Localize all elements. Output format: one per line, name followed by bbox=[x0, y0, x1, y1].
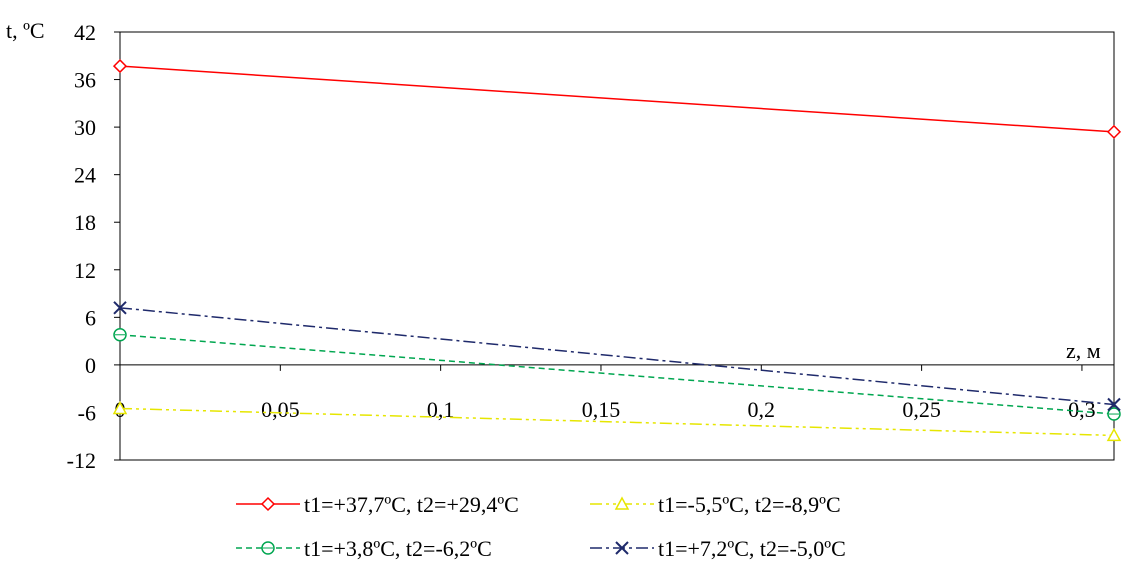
legend-item: t1=+7,2ºC, t2=-5,0ºC bbox=[590, 536, 846, 561]
series-4 bbox=[113, 301, 1121, 412]
y-tick-label: 36 bbox=[74, 68, 96, 93]
legend-item: t1=-5,5ºC, t2=-8,9ºC bbox=[590, 492, 841, 517]
y-axis-ticks: -12 -6 0 6 12 18 24 30 36 42 bbox=[67, 20, 120, 473]
y-tick-label: 6 bbox=[85, 305, 96, 330]
series-line bbox=[119, 334, 1115, 415]
y-tick-label: 42 bbox=[74, 20, 96, 45]
legend-item: t1=+3,8ºC, t2=-6,2ºC bbox=[236, 536, 492, 561]
legend-marker bbox=[260, 496, 276, 512]
y-tick-label: -12 bbox=[67, 448, 96, 473]
data-point bbox=[1107, 407, 1121, 421]
x-axis-ticks: 00,050,10,150,20,250,3 bbox=[115, 364, 1096, 422]
plot-area-frame bbox=[119, 31, 1115, 461]
x-tick-label: 0,2 bbox=[748, 397, 776, 422]
y-tick-label: 30 bbox=[74, 115, 96, 140]
legend: t1=+37,7ºC, t2=+29,4ºC t1=-5,5ºC, t2=-8,9… bbox=[236, 492, 846, 561]
data-point bbox=[112, 400, 128, 415]
y-tick-label: 12 bbox=[74, 258, 96, 283]
series-3 bbox=[113, 328, 1121, 421]
series-line bbox=[119, 407, 1115, 437]
x-tick-label: 0,3 bbox=[1068, 397, 1096, 422]
legend-label: t1=+7,2ºC, t2=-5,0ºC bbox=[658, 536, 846, 561]
legend-marker bbox=[615, 541, 629, 555]
series-1 bbox=[112, 59, 1122, 139]
data-point bbox=[1106, 427, 1122, 442]
legend-marker bbox=[614, 496, 630, 510]
data-point bbox=[112, 59, 128, 74]
data-point bbox=[1106, 124, 1122, 139]
x-tick-label: 0,05 bbox=[261, 397, 300, 422]
x-tick-label: 0,25 bbox=[902, 397, 941, 422]
series-line bbox=[119, 65, 1115, 133]
x-axis-label: z, м bbox=[1066, 338, 1101, 363]
x-tick-label: 0,15 bbox=[582, 397, 621, 422]
series-2 bbox=[112, 400, 1122, 442]
legend-item: t1=+37,7ºC, t2=+29,4ºC bbox=[236, 492, 519, 517]
x-tick-label: 0,1 bbox=[427, 397, 455, 422]
legend-label: t1=+37,7ºC, t2=+29,4ºC bbox=[304, 492, 519, 517]
data-point bbox=[113, 328, 127, 342]
series-layer bbox=[112, 59, 1122, 442]
data-point bbox=[1107, 397, 1121, 412]
legend-label: t1=-5,5ºC, t2=-8,9ºC bbox=[658, 492, 841, 517]
y-tick-label: 18 bbox=[74, 210, 96, 235]
legend-marker bbox=[261, 541, 275, 555]
data-point bbox=[113, 301, 127, 315]
y-tick-label: 24 bbox=[74, 163, 96, 188]
legend-label: t1=+3,8ºC, t2=-6,2ºC bbox=[304, 536, 492, 561]
y-tick-label: -6 bbox=[78, 400, 96, 425]
series-line bbox=[119, 307, 1115, 406]
y-axis-label: t, ºC bbox=[6, 18, 45, 43]
y-tick-label: 0 bbox=[85, 353, 96, 378]
